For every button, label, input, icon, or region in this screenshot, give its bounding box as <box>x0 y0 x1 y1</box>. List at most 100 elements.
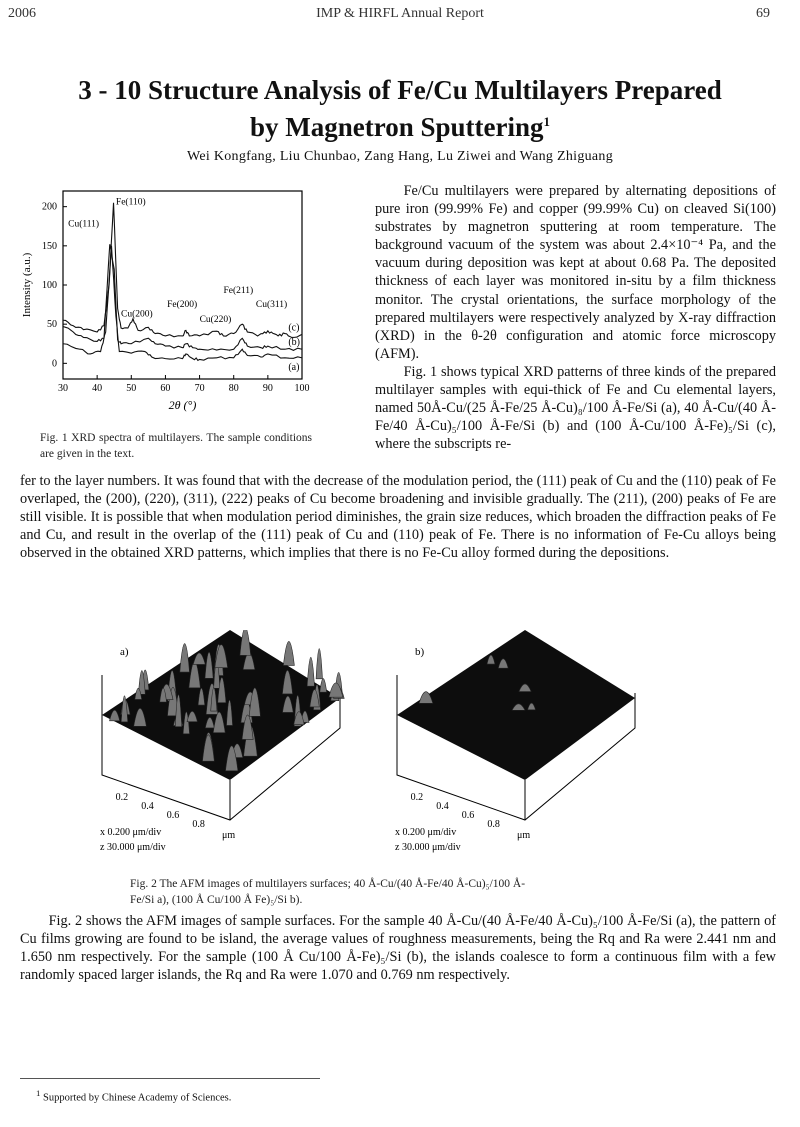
afm-unit: μm <box>517 830 530 841</box>
afm-peak <box>210 687 218 712</box>
fig1-caption: Fig. 1 XRD spectra of multilayers. The s… <box>40 432 312 460</box>
header-journal: IMP & HIRFL Annual Report <box>316 6 484 21</box>
afm-peak <box>225 745 239 772</box>
afm-base <box>397 715 525 820</box>
afm-peak <box>527 702 536 711</box>
afm-peak <box>418 691 434 704</box>
afm-base <box>102 715 230 820</box>
afm-peak <box>174 694 183 727</box>
y-tick-label: 100 <box>42 280 57 291</box>
peak-annotation: Cu(220) <box>200 314 232 325</box>
afm-tick-label: 0.6 <box>167 810 180 821</box>
x-axis-label: 2θ (°) <box>169 398 197 412</box>
afm-peak <box>159 687 167 703</box>
fig2-caption-line-1: Fig. 2 The AFM images of multilayers sur… <box>130 878 526 890</box>
afm-peak <box>282 670 293 695</box>
authors: Wei Kongfang, Liu Chunbao, Zang Hang, Lu… <box>186 149 614 164</box>
afm-peak <box>518 683 532 692</box>
afm-peak <box>497 658 509 669</box>
afm-z-scale: z 30.000 μm/div <box>100 842 166 853</box>
afm-peak <box>283 641 295 666</box>
afm-panel-label: b) <box>415 646 425 658</box>
x-tick-label: 40 <box>92 383 102 394</box>
paragraph-1: Fe/Cu multilayers were prepared by alter… <box>375 183 776 362</box>
afm-x-scale: x 0.200 μm/div <box>100 827 161 838</box>
afm-panel-a: a) 0.2 0.4 0.6 0.8 μm x 0.200 μm/div z 30.000 μ… <box>100 630 345 853</box>
header-page-number: 69 <box>756 6 770 21</box>
paragraph-3: Fig. 2 shows the AFM images of sample su… <box>20 913 776 984</box>
x-tick-label: 100 <box>295 383 310 394</box>
afm-surface <box>102 630 340 780</box>
afm-tick-label: 0.4 <box>141 801 154 812</box>
afm-tick-label: 0.8 <box>192 819 205 830</box>
afm-peak <box>241 714 254 740</box>
title-line-1: 3 - 10 Structure Analysis of Fe/Cu Multi… <box>78 75 722 105</box>
afm-peak <box>120 695 129 723</box>
peak-annotation: Fe(211) <box>223 285 253 296</box>
afm-peak <box>133 708 147 727</box>
footnote-mark: 1 <box>543 114 551 129</box>
afm-peak <box>309 689 320 708</box>
afm-peak <box>204 652 214 679</box>
afm-peak <box>239 630 252 656</box>
x-tick-label: 90 <box>263 383 273 394</box>
x-tick-label: 70 <box>195 383 205 394</box>
fig2-caption: Fig. 2 The AFM images of multilayers sur… <box>130 876 730 908</box>
footnote-divider <box>20 1078 320 1079</box>
series-label: (b) <box>288 337 300 348</box>
afm-peak <box>192 652 206 665</box>
peak-annotation: Cu(111) <box>68 218 99 229</box>
x-tick-label: 50 <box>126 383 136 394</box>
afm-figure: a) 0.2 0.4 0.6 0.8 μm x 0.200 μm/div z 30.000 μ… <box>100 630 636 853</box>
y-tick-label: 200 <box>42 202 57 213</box>
afm-peak <box>217 677 227 704</box>
y-axis-label: Intensity (a.u.) <box>21 252 33 317</box>
peak-annotation: Fe(200) <box>167 299 197 310</box>
afm-peak <box>212 711 226 734</box>
afm-peak <box>214 644 228 668</box>
afm-peak <box>315 648 323 680</box>
afm-tick-label: 0.2 <box>411 792 424 803</box>
afm-peak <box>134 688 143 700</box>
afm-x-scale: x 0.200 μm/div <box>395 827 456 838</box>
footnote: 1 Supported by Chinese Academy of Scienc… <box>36 1088 231 1104</box>
peak-annotation: Cu(200) <box>121 308 153 319</box>
title-text: by Magnetron Sputtering <box>249 112 544 142</box>
paragraph-2-start: Fig. 1 shows typical XRD patterns of thr… <box>375 363 776 453</box>
xrd-chart: 30 40 50 60 70 80 90 100 0 50 100 150 200 2θ (°) Inten… <box>21 190 310 412</box>
afm-peak <box>182 711 190 735</box>
title-line-2: by Magnetron Sputtering1 <box>0 106 800 143</box>
x-tick-label: 30 <box>58 383 68 394</box>
afm-unit: μm <box>222 830 235 841</box>
footnote-number: 1 <box>36 1088 41 1098</box>
afm-peak <box>486 654 496 665</box>
afm-peak <box>138 670 146 695</box>
afm-peak <box>293 711 305 725</box>
afm-tick-label: 0.6 <box>462 810 475 821</box>
afm-tick-label: 0.4 <box>436 801 449 812</box>
paragraph-2-cont: fer to the layer numbers. It was found t… <box>20 473 776 562</box>
afm-peak <box>319 678 327 693</box>
header-year: 2006 <box>8 6 36 21</box>
series-label: (c) <box>288 322 299 333</box>
afm-peak <box>197 687 206 706</box>
afm-peak <box>306 657 315 687</box>
afm-peak <box>248 687 261 717</box>
x-tick-label: 80 <box>229 383 239 394</box>
x-tick-label: 60 <box>160 383 170 394</box>
series-label: (a) <box>288 362 299 373</box>
fig2-caption-line-2: Fe/Si a), (100 Å Cu/100 Å Fe)₅/Si b). <box>130 894 303 906</box>
afm-peak <box>109 709 121 722</box>
afm-peak <box>202 734 215 762</box>
afm-peak <box>282 695 294 713</box>
afm-peak <box>328 682 344 698</box>
afm-peak <box>226 700 233 726</box>
afm-panel-label: a) <box>120 646 129 658</box>
afm-peak <box>186 711 198 722</box>
afm-tick-label: 0.2 <box>116 792 129 803</box>
peak-annotation: Fe(110) <box>116 196 146 207</box>
peak-annotation: Cu(311) <box>256 299 287 310</box>
afm-z-scale: z 30.000 μm/div <box>395 842 461 853</box>
afm-panel-b: b) 0.2 0.4 0.6 0.8 μm x 0.200 μm/div z 30.000 μ… <box>395 630 636 853</box>
series-line-b <box>62 244 303 351</box>
